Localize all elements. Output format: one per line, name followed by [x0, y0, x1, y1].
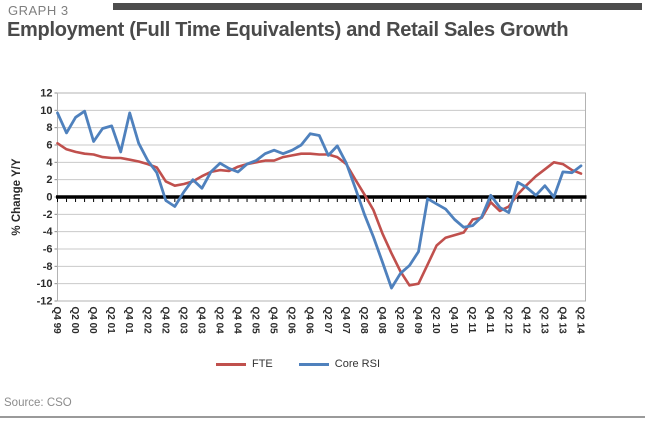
- y-axis-labels: 12 10 8 6 4 2 0 -2 -4 -6 -8 -10 -12: [37, 88, 54, 308]
- y-tick-label: 12: [40, 88, 52, 100]
- x-tick-label: Q2 02: [141, 307, 152, 335]
- x-tick-label: Q4 05: [268, 307, 279, 335]
- y-tick-label: -12: [37, 296, 53, 308]
- legend-label: FTE: [251, 358, 273, 370]
- x-tick-label: Q4 10: [448, 307, 459, 335]
- y-tick-label: 0: [46, 192, 52, 204]
- x-tick-label: Q2 03: [177, 307, 188, 335]
- fte-line: [56, 142, 583, 287]
- y-tick-label: -6: [43, 244, 53, 256]
- core-rsi-legend-marker: [298, 362, 329, 366]
- legend-item-core-rsi: Core RSI: [298, 358, 381, 370]
- y-tick-label: 4: [46, 157, 53, 169]
- x-tick-label: Q2 04: [213, 307, 224, 335]
- bottom-divider: [0, 416, 645, 418]
- x-tick-label: Q4 00: [87, 307, 98, 335]
- x-tick-label: Q4 03: [195, 307, 206, 335]
- core-rsi-line: [56, 109, 583, 290]
- graph-number-label: GRAPH 3: [8, 3, 69, 18]
- y-tick-label: -4: [43, 226, 54, 238]
- x-tick-label: Q2 07: [322, 307, 333, 335]
- y-tick-label: 6: [46, 140, 52, 152]
- x-tick-label: Q2 13: [538, 307, 549, 335]
- x-tick-label: Q4 01: [123, 307, 134, 335]
- x-tick-label: Q2 01: [105, 307, 116, 335]
- y-tick-label: 10: [40, 105, 52, 117]
- x-tick-label: Q4 06: [304, 307, 315, 335]
- x-tick-label: Q4 04: [232, 307, 243, 335]
- y-tick-label: -10: [37, 278, 53, 290]
- x-tick-label: Q4 08: [376, 307, 387, 335]
- x-tick-label: Q4 11: [484, 307, 495, 334]
- x-tick-label: Q4 12: [520, 307, 531, 335]
- x-tick-label: Q2 12: [502, 307, 513, 335]
- y-tick-label: -2: [43, 209, 53, 221]
- x-tick-label: Q2 14: [575, 307, 586, 335]
- legend-item-fte: FTE: [215, 358, 273, 370]
- legend-label: Core RSI: [334, 358, 381, 370]
- y-tick-label: 2: [46, 174, 52, 186]
- header-accent-bar: [113, 3, 642, 10]
- x-tick-label: Q2 09: [394, 307, 405, 335]
- x-tick-label: Q2 10: [430, 307, 441, 335]
- y-tick-label: 8: [46, 122, 52, 134]
- x-tick-label: Q2 08: [358, 307, 369, 335]
- x-tick-label: Q2 00: [69, 307, 80, 335]
- fte-legend-marker: [215, 362, 246, 366]
- x-axis-labels: Q4 99 Q2 00 Q4 00 Q2 01 Q4 01 Q2 02 Q4 02 Q2 03…: [51, 307, 586, 335]
- x-tick-label: Q4 07: [340, 307, 351, 335]
- y-tick-label: -8: [43, 261, 53, 273]
- x-tick-label: Q2 06: [286, 307, 297, 335]
- x-tick-label: Q2 05: [250, 307, 261, 335]
- source-note: Source: CSO: [4, 397, 72, 409]
- x-tick-label: Q4 02: [159, 307, 170, 335]
- chart-legend: FTE Core RSI: [0, 358, 623, 370]
- zero-axis: [56, 195, 587, 202]
- x-tick-label: Q4 99: [51, 307, 62, 335]
- x-tick-label: Q4 09: [412, 307, 423, 335]
- x-tick-label: Q2 11: [466, 307, 477, 334]
- x-tick-label: Q4 13: [556, 307, 567, 335]
- chart-title: Employment (Full Time Equivalents) and R…: [7, 19, 569, 41]
- y-axis-title: % Change Y/Y: [11, 158, 23, 235]
